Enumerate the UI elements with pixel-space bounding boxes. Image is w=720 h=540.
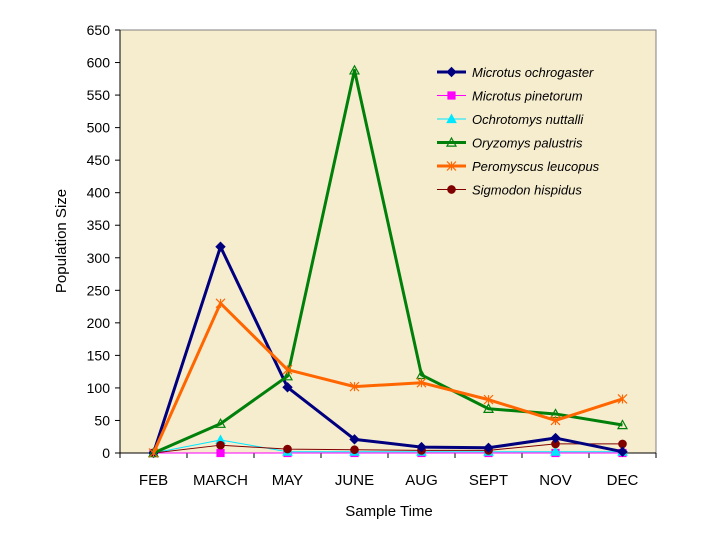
x-axis: FEB MARCH MAY JUNE AUG SEPT NOV DEC (119, 452, 657, 489)
data-point (282, 382, 293, 393)
data-point (281, 370, 294, 381)
legend-marker (447, 185, 456, 194)
data-point (550, 432, 561, 444)
y-tick-label: 550 (87, 87, 111, 103)
series-line-sigmodon-hispidus (153, 443, 623, 454)
y-tick-label: 150 (87, 347, 111, 363)
x-tick-label: NOV (539, 472, 572, 489)
data-point (416, 377, 427, 388)
legend-label: Sigmodon hispidus (472, 183, 582, 198)
x-tick-label: AUG (405, 472, 438, 489)
legend-marker (446, 113, 457, 124)
data-point (483, 442, 494, 454)
data-point (349, 434, 360, 445)
legend: Microtus ochrogaster Microtus pinetorum Oc… (437, 65, 600, 198)
y-tick-label: 250 (87, 282, 111, 298)
y-tick-label: 200 (87, 315, 111, 331)
data-point (617, 446, 628, 457)
legend-entry: Peromyscus leucopus (437, 159, 600, 174)
legend-marker (446, 66, 457, 78)
legend-entry: Ochrotomys nuttalli (437, 112, 584, 127)
data-point (148, 448, 159, 458)
data-point (215, 241, 226, 252)
y-axis: 0 50 100 150 200 250 300 350 400 450 500 550 600 650 (87, 22, 121, 461)
y-tick-label: 400 (87, 185, 111, 201)
legend-entry: Sigmodon hispidus (437, 183, 582, 198)
data-point (482, 403, 495, 413)
x-tick-label: MAY (272, 472, 303, 489)
x-axis-title: Sample Time (345, 503, 433, 520)
series-line-ochrotomys-nuttalli (153, 439, 623, 454)
data-point (416, 441, 427, 453)
data-point (214, 417, 227, 428)
x-tick-label: FEB (139, 472, 168, 489)
series-line-oryzomys-palustris (152, 68, 623, 455)
legend-label: Peromyscus leucopus (472, 159, 600, 174)
y-axis-title: Population Size (53, 189, 70, 293)
series-peromyscus-leucopus (148, 298, 628, 458)
plot-area (119, 29, 657, 454)
legend-label: Ochrotomys nuttalli (472, 112, 584, 127)
y-tick-label: 350 (87, 217, 111, 233)
y-tick-label: 600 (87, 55, 111, 71)
legend-label: Microtus pinetorum (472, 89, 583, 104)
x-tick-label: JUNE (335, 472, 374, 489)
legend-entry: Oryzomys palustris (437, 136, 583, 151)
data-point (282, 364, 293, 375)
x-tick-label: SEPT (469, 472, 508, 489)
legend-entry: Microtus ochrogaster (437, 65, 594, 80)
legend-label: Microtus ochrogaster (472, 65, 594, 80)
x-tick-label: MARCH (193, 472, 248, 489)
legend-entry: Microtus pinetorum (437, 89, 583, 104)
data-point (550, 446, 561, 456)
x-tick-label: DEC (607, 472, 639, 489)
series-line-peromyscus-leucopus (152, 301, 623, 454)
legend-marker (446, 161, 457, 171)
data-point (215, 298, 226, 309)
data-point (348, 64, 361, 75)
data-point (216, 440, 225, 450)
y-tick-label: 650 (87, 22, 111, 38)
data-point (483, 394, 494, 405)
legend-marker (445, 136, 458, 147)
y-tick-label: 450 (87, 152, 111, 168)
series-line-microtus-ochrogaster (152, 245, 623, 454)
series-layer (147, 64, 629, 459)
data-point (616, 419, 629, 430)
data-point (550, 415, 561, 426)
data-point (283, 444, 292, 454)
data-point (350, 445, 359, 455)
y-tick-label: 100 (87, 380, 111, 396)
data-point (349, 381, 360, 392)
legend-label: Oryzomys palustris (472, 136, 583, 151)
y-tick-label: 500 (87, 120, 111, 136)
y-tick-label: 300 (87, 250, 111, 266)
y-tick-label: 50 (94, 412, 110, 428)
data-point (216, 448, 225, 458)
y-tick-label: 0 (102, 445, 110, 461)
data-point (617, 394, 628, 404)
legend-marker (447, 91, 456, 100)
